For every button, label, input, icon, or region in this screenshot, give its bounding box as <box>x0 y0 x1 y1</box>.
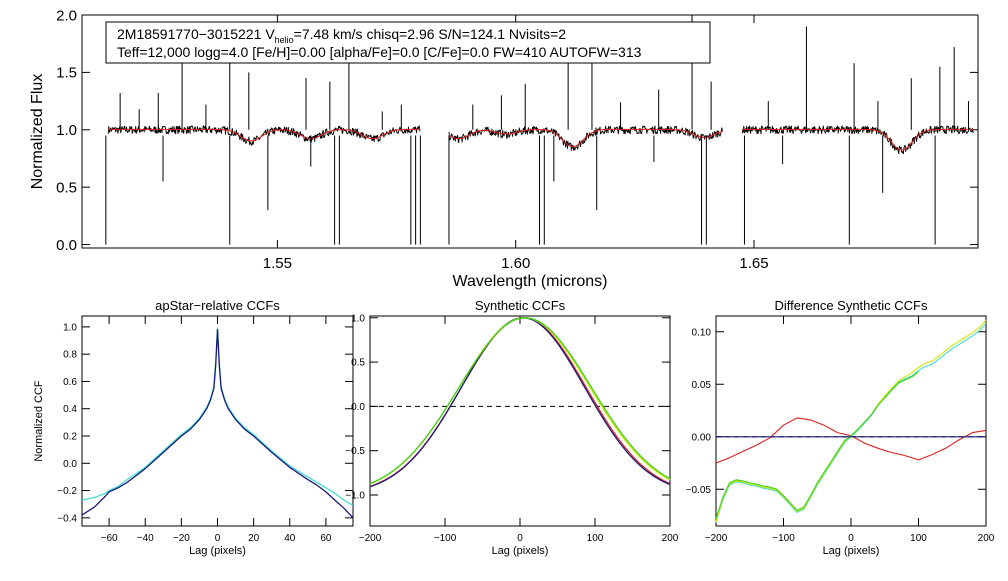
synthetic-ccf-line <box>369 317 671 485</box>
y-axis-label: Normalized Flux <box>29 74 46 190</box>
chart-title: Difference Synthetic CCFs <box>775 298 928 313</box>
x-tick-label: 200 <box>978 533 995 544</box>
y-tick-label: −0.4 <box>57 513 77 524</box>
spectrum-plot-area <box>105 15 974 245</box>
y-tick-label: 0.8 <box>63 350 77 361</box>
x-tick-label: −100 <box>772 533 795 544</box>
observed-spectrum-line <box>448 125 724 151</box>
x-tick-label: 0 <box>215 533 221 544</box>
ccf-series-line <box>81 328 354 519</box>
x-tick-label: −200 <box>705 533 728 544</box>
plot-frame <box>369 315 671 527</box>
synthetic-ccf-line <box>369 317 671 488</box>
y-tick-label: 0.00 <box>692 432 712 443</box>
x-tick-label: −200 <box>359 533 382 544</box>
y-tick-label: −0.5 <box>345 446 365 457</box>
x-tick-label: 100 <box>910 533 927 544</box>
difference-ccf-panel: −200 −100 0 100 200 −0.05 0.00 0.05 0.10 Lag (pix… <box>686 298 995 557</box>
x-axis-label: Lag (pixels) <box>823 545 880 557</box>
fit-statistics: chisq=2.96 S/N=124.1 Nvisits=2 <box>366 26 566 42</box>
annotation-box <box>105 21 711 64</box>
x-tick-label: 100 <box>587 533 604 544</box>
synthetic-ccf-line <box>369 317 671 488</box>
y-tick-label: 0.5 <box>56 179 77 196</box>
x-tick-label: −40 <box>137 533 154 544</box>
x-tick-label: −20 <box>173 533 190 544</box>
y-tick-label: −0.05 <box>686 485 712 496</box>
x-tick-label: 0 <box>848 533 854 544</box>
plot-frame <box>81 315 354 527</box>
x-tick-label: −60 <box>101 533 118 544</box>
y-tick-label: 0.0 <box>56 237 77 254</box>
synthetic-ccf-line <box>369 317 671 485</box>
y-tick-label: 0.2 <box>63 432 77 443</box>
chart-title: apStar−relative CCFs <box>155 298 280 313</box>
y-tick-label: 0.05 <box>692 380 712 391</box>
y-tick-label: 0.10 <box>692 327 712 338</box>
x-axis-label: Lag (pixels) <box>189 545 246 557</box>
chart-title: Synthetic CCFs <box>475 298 566 313</box>
x-tick-label: −100 <box>434 533 457 544</box>
synthetic-ccf-panel: −200 −100 0 100 200 −1.0 −0.5 0.0 0.5 1.0 Lag (pix… <box>345 298 679 557</box>
y-tick-label: 2.0 <box>56 7 77 24</box>
x-tick-label: 1.65 <box>739 255 768 272</box>
y-tick-label: 0.6 <box>63 377 77 388</box>
vhelio-subscript: helio <box>275 35 294 45</box>
vhelio-value: =7.48 km/s <box>294 26 367 42</box>
difference-ccf-line <box>715 323 987 524</box>
y-tick-label: 1.5 <box>56 65 77 82</box>
y-tick-label: 1.0 <box>351 313 365 324</box>
ccf-series-line <box>81 327 354 507</box>
difference-ccf-line <box>715 417 987 464</box>
star-id: 2M18591770−3015221 <box>117 26 265 42</box>
x-axis-label: Wavelength (microns) <box>452 273 607 290</box>
y-tick-label: 1.0 <box>63 322 77 333</box>
y-tick-label: 1.0 <box>56 122 77 139</box>
x-axis-label: Lag (pixels) <box>492 545 549 557</box>
observed-spectrum-line <box>107 125 421 146</box>
spectrum-panel: 1.55 1.60 1.65 0.0 0.5 1.0 1.5 2.0 Wavelength (m… <box>29 7 979 290</box>
plot-frame <box>715 315 987 527</box>
x-tick-label: 200 <box>662 533 679 544</box>
y-tick-label: 0.0 <box>63 459 77 470</box>
annotation-line-2: Teff=12,000 logg=4.0 [Fe/H]=0.00 [alpha/… <box>117 44 642 60</box>
observed-spectrum-line <box>741 125 974 155</box>
difference-ccf-line <box>715 319 987 522</box>
difference-ccf-line <box>715 371 919 519</box>
y-axis-label: Normalized CCF <box>33 380 45 462</box>
annotation-line-1: 2M18591770−3015221 Vhelio=7.48 km/s chis… <box>117 26 566 45</box>
x-tick-label: 20 <box>248 533 260 544</box>
y-tick-label: −0.2 <box>57 486 77 497</box>
apstar-ccf-panel: −60 −40 −20 0 20 40 60 −0.4 −0.2 0.0 0.2 0.4 0.6 0.8 1… <box>33 298 354 557</box>
x-tick-label: 1.60 <box>501 255 530 272</box>
x-tick-label: 40 <box>284 533 296 544</box>
x-tick-label: 1.55 <box>263 255 292 272</box>
vhelio-label: V <box>265 26 275 42</box>
y-tick-label: 0.4 <box>63 404 77 415</box>
model-spectrum-line <box>448 128 724 148</box>
y-tick-label: 0.5 <box>351 358 365 369</box>
x-tick-label: 0 <box>517 533 523 544</box>
x-tick-label: 60 <box>320 533 332 544</box>
y-tick-label: −1.0 <box>345 490 365 501</box>
model-spectrum-line <box>742 128 974 151</box>
y-tick-label: 0.0 <box>351 402 365 413</box>
plot-frame <box>81 14 979 249</box>
model-spectrum-line <box>108 128 420 142</box>
